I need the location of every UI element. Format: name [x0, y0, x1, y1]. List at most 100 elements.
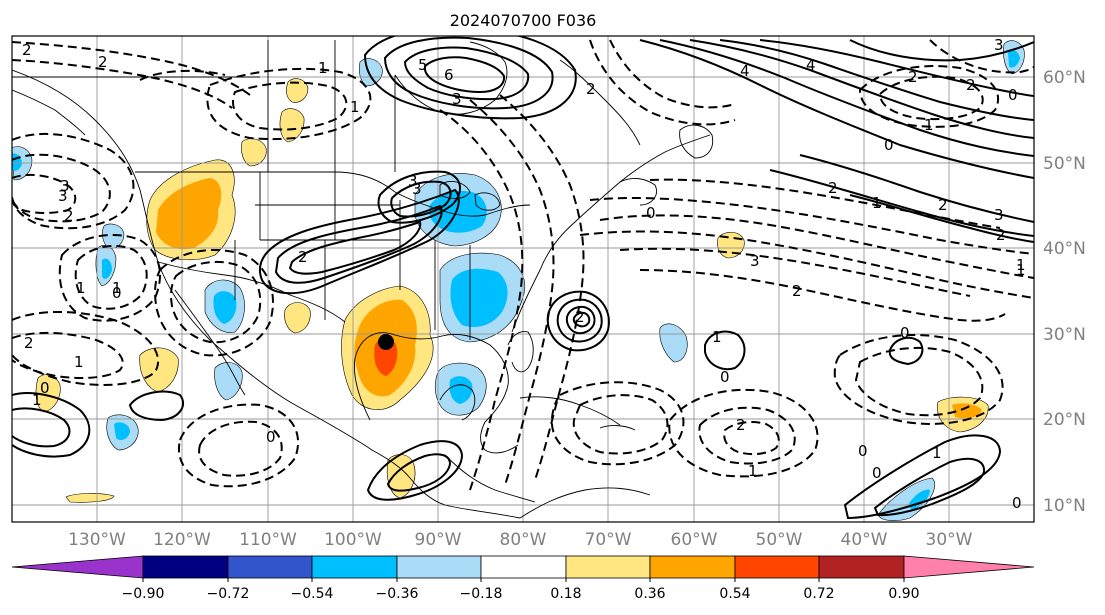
negative-shade-hudson: [358, 58, 383, 87]
north-atlantic-ridge-8: [849, 194, 1034, 243]
colorbar-segment: [649, 555, 736, 579]
east-us-trough-2: [469, 99, 555, 486]
contour-label: 2: [575, 308, 585, 326]
caribbean-low-1: [550, 381, 685, 466]
north-atlantic-ridge-5: [759, 39, 1034, 97]
alaska-coast: [12, 89, 86, 136]
nw-pacific-low-2: [12, 153, 111, 223]
map-panel: 2 1 2 3 2 1 6 5 4 3 2 4 3 2 2 1 0 2 3 2 …: [12, 36, 1034, 522]
contour-label: 2: [792, 282, 802, 300]
contour-label: 1: [112, 279, 122, 297]
lon-label: 30°W: [926, 530, 973, 550]
newfoundland: [679, 124, 714, 159]
contour-label: 1: [32, 391, 42, 409]
north-atlantic-ridge-4: [719, 39, 1034, 121]
colorbar-segment: [311, 555, 398, 579]
contour-label: 3: [408, 172, 418, 190]
contour-label: 1: [350, 98, 360, 116]
positive-shade-atlantic-east-core: [952, 403, 982, 419]
positive-shade-rockies-core: [156, 178, 222, 250]
contour-label: 2: [22, 41, 32, 59]
atlantic-mid-closed-2: [888, 336, 924, 366]
contour-label: 0: [112, 284, 122, 302]
contour-label: 4: [806, 56, 816, 74]
north-atlantic-ridge-2: [659, 39, 1034, 157]
east-pacific-high-ring: [128, 390, 185, 422]
atlantic-coast: [511, 134, 711, 333]
mexico-low-2: [198, 420, 283, 477]
colorbar-tick-label: −0.54: [291, 586, 334, 602]
lon-label: 70°W: [585, 530, 632, 550]
atlantic-high-ring-3: [565, 305, 596, 335]
contour-label: 1: [318, 59, 328, 77]
hudson-high-ring-1: [363, 36, 577, 120]
central-america-high-1: [366, 440, 464, 501]
east-us-trough-3: [499, 94, 585, 481]
contour-label: 2: [64, 207, 74, 225]
positive-shade-pacific-south: [65, 493, 115, 503]
contour-label: 0: [40, 379, 50, 397]
positive-contours: [12, 36, 1034, 520]
subtropical-atlantic-low-3: [723, 421, 780, 456]
plains-high-ring-2: [274, 204, 443, 284]
negative-shade-gulf-east-core: [449, 376, 473, 404]
contour-label: 0: [900, 324, 910, 342]
colorbar-ticks: [142, 578, 905, 582]
contour-label: 1: [748, 462, 758, 480]
great-lakes: [439, 181, 501, 211]
colorbar-tick-label: −0.36: [376, 586, 419, 602]
lon-label: 50°W: [756, 530, 803, 550]
colorbar-segment: [818, 555, 905, 579]
colorbar-tick-label: −0.18: [460, 586, 503, 602]
map-frame: [11, 35, 1035, 523]
positive-shade-plains: [284, 302, 311, 334]
colorbar-segment: [480, 555, 567, 579]
state-lines: [234, 172, 471, 340]
negative-shade-pacific-mid-core: [114, 422, 130, 440]
contour-label: 2: [908, 68, 918, 86]
colorbar-segment: [734, 555, 820, 579]
contour-label: 6: [444, 66, 454, 84]
contour-label: 5: [418, 56, 428, 74]
negative-shade-atlantic-west: [659, 323, 688, 363]
province-lines: [12, 40, 396, 172]
great-lakes-high-ring-2: [390, 180, 452, 218]
lat-label: 40°N: [1043, 239, 1086, 259]
colorbar-tick-label: 0.72: [803, 586, 834, 602]
contour-label: 1: [1016, 256, 1026, 274]
west-coast-low-2: [74, 244, 148, 310]
tropical-atlantic-high-2: [873, 457, 986, 517]
contour-label: 0: [884, 136, 894, 154]
north-canada-low-1: [589, 39, 736, 126]
contour-label: 0: [266, 428, 276, 446]
negative-shade-sonora-core: [213, 291, 237, 324]
atlantic-high-ring-1: [546, 290, 610, 352]
negative-contours: [12, 39, 1034, 491]
lon-label: 130°W: [68, 530, 126, 550]
contour-label: 2: [996, 226, 1006, 244]
colorbar-segment: [565, 555, 651, 579]
contour-label: 3: [58, 187, 68, 205]
atlantic-low-band-1: [599, 214, 1034, 279]
north-atlantic-ridge-7: [769, 169, 1034, 237]
colorbar-tick-label: 0.36: [634, 586, 665, 602]
north-atlantic-ridge-6: [799, 154, 1034, 223]
north-canada-low-2: [609, 39, 736, 109]
atlantic-low-band-5: [589, 197, 1034, 255]
lon-label: 60°W: [671, 530, 718, 550]
yucatan: [439, 384, 476, 421]
lon-label: 120°W: [153, 530, 211, 550]
east-atlantic-low-1: [833, 334, 1004, 425]
negative-shade-atlantic-trop: [877, 477, 936, 521]
lat-label: 10°N: [1043, 496, 1086, 516]
contour-label: 1: [712, 328, 722, 346]
nova-scotia: [619, 178, 657, 206]
contour-label: 2: [586, 80, 596, 98]
plains-high-ring-3: [288, 220, 422, 275]
contour-label: 1: [74, 353, 84, 371]
contour-label: 1: [1016, 261, 1026, 279]
caribbean-low-2: [572, 394, 669, 455]
west-coast-low-1: [58, 234, 161, 322]
plains-high-ring-1: [258, 188, 460, 295]
atlantic-low-band-6: [649, 178, 1001, 229]
